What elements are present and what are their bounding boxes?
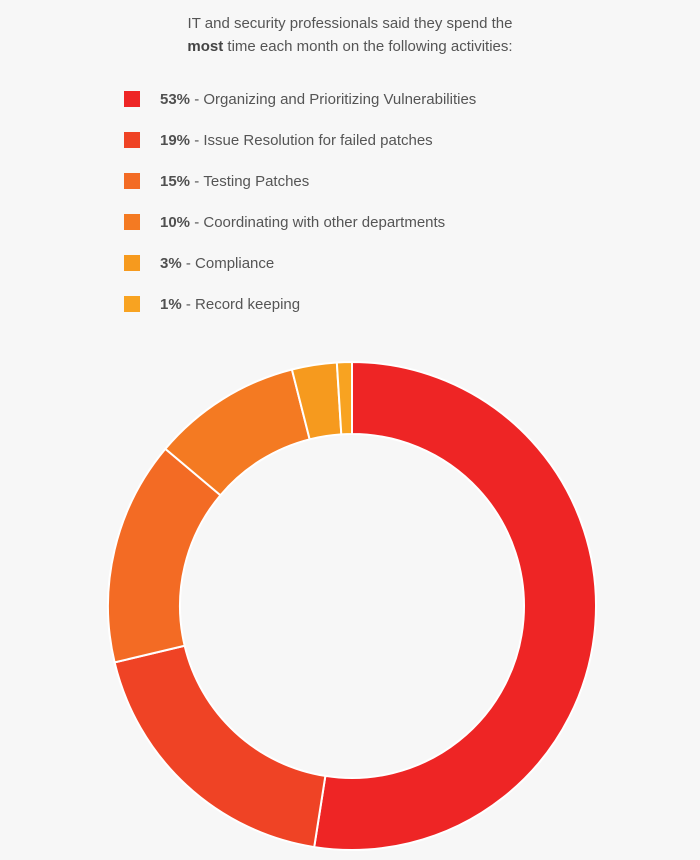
legend-item: 53% - Organizing and Prioritizing Vulner…: [124, 88, 476, 110]
legend-value: 19%: [160, 131, 191, 149]
legend-label: Issue Resolution for failed patches: [203, 131, 433, 149]
legend-label: Testing Patches: [203, 172, 310, 190]
subtitle-line-2-rest: time each month on the following activit…: [223, 38, 513, 55]
legend-label: Organizing and Prioritizing Vulnerabilit…: [203, 90, 477, 108]
legend-swatch: [124, 214, 140, 230]
subtitle-line-2: most time each month on the following ac…: [0, 35, 700, 58]
legend-swatch: [124, 296, 140, 312]
legend-separator: -: [190, 172, 204, 190]
legend-value: 53%: [160, 90, 191, 108]
legend-item: 19% - Issue Resolution for failed patche…: [124, 129, 476, 151]
legend-separator: -: [190, 213, 204, 231]
legend-swatch: [124, 255, 140, 271]
subtitle-line-1: IT and security professionals said they …: [187, 15, 513, 32]
legend-value: 15%: [160, 172, 191, 190]
legend-item: 15% - Testing Patches: [124, 170, 476, 192]
legend-value: 1%: [160, 295, 182, 313]
legend-separator: -: [181, 295, 196, 313]
legend-separator: -: [190, 90, 204, 108]
donut-slice: [335, 360, 353, 436]
legend-label: Coordinating with other departments: [203, 213, 446, 231]
legend-label: Compliance: [195, 254, 275, 272]
legend-swatch: [124, 173, 140, 189]
donut-slice: [313, 360, 597, 851]
chart-legend: 53% - Organizing and Prioritizing Vulner…: [124, 88, 476, 334]
legend-separator: -: [181, 254, 196, 272]
legend-separator: -: [190, 131, 204, 149]
legend-item: 3% - Compliance: [124, 252, 476, 274]
legend-value: 10%: [160, 213, 191, 231]
legend-item: 1% - Record keeping: [124, 293, 476, 315]
legend-swatch: [124, 132, 140, 148]
legend-label: Record keeping: [195, 295, 301, 313]
chart-subtitle: IT and security professionals said they …: [0, 12, 700, 58]
legend-value: 3%: [160, 254, 182, 272]
donut-slice: [113, 644, 327, 849]
legend-swatch: [124, 91, 140, 107]
subtitle-emphasis: most: [187, 38, 224, 55]
legend-item: 10% - Coordinating with other department…: [124, 211, 476, 233]
